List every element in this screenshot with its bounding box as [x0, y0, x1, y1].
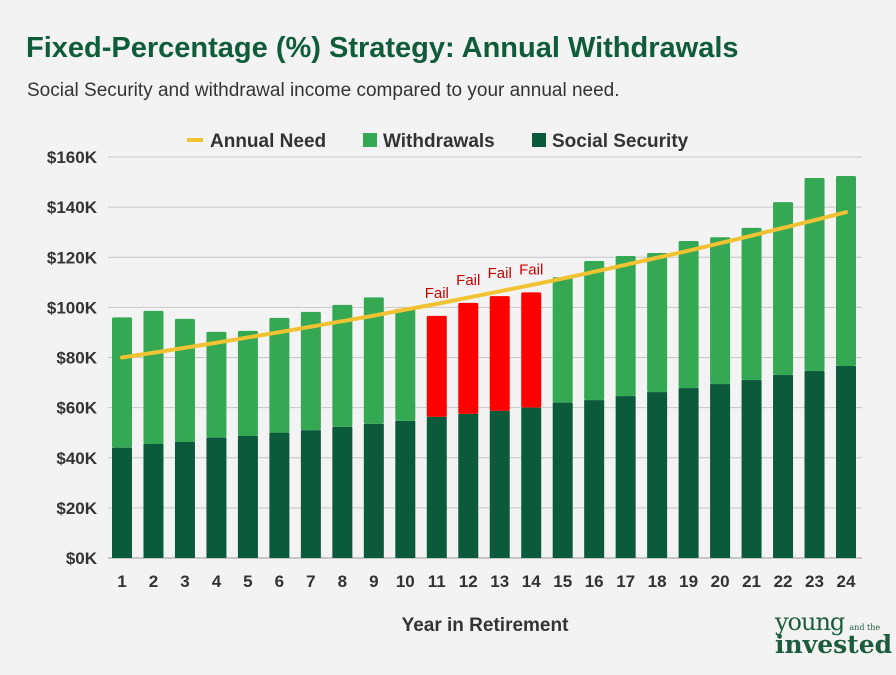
x-tick-label: 12: [459, 572, 478, 591]
bar-withdrawals: [804, 178, 825, 372]
annual-need-line: [120, 210, 848, 360]
chart-subtitle: Social Security and withdrawal income co…: [27, 80, 620, 101]
fail-annotation: Fail: [519, 261, 543, 278]
bar-social-security: [395, 420, 416, 558]
fail-annotation: Fail: [488, 265, 512, 282]
x-tick-label: 19: [679, 572, 698, 591]
y-tick-label: $40K: [56, 449, 97, 468]
bar-withdrawals: [237, 330, 258, 436]
chart-title: Fixed-Percentage (%) Strategy: Annual Wi…: [26, 32, 739, 64]
bar-social-security: [237, 435, 258, 558]
bar-social-security: [300, 430, 321, 558]
legend-swatch-social-security: [532, 133, 546, 147]
x-tick-label: 5: [243, 572, 252, 591]
bar-withdrawals: [584, 261, 605, 401]
bar-withdrawals: [332, 304, 353, 427]
bar-withdrawals: [741, 227, 762, 381]
y-tick-label: $80K: [56, 349, 97, 368]
x-tick-label: 24: [837, 572, 856, 591]
legend-label-withdrawals: Withdrawals: [383, 131, 495, 152]
logo-text-and-the: and the: [849, 623, 881, 632]
x-tick-label: 16: [585, 572, 604, 591]
bar-withdrawals: [426, 315, 447, 417]
bar-social-security: [489, 410, 510, 558]
legend-swatch-withdrawals: [363, 133, 377, 147]
bar-social-security: [112, 447, 132, 558]
x-tick-label: 7: [306, 572, 315, 591]
x-tick-label: 11: [428, 572, 446, 591]
x-tick-label: 1: [117, 572, 126, 591]
fail-annotation: Fail: [456, 272, 480, 289]
bar-social-security: [647, 392, 668, 558]
logo-text-invested: invested: [775, 629, 893, 659]
bar-withdrawals: [552, 277, 573, 403]
y-tick-label: $0K: [66, 549, 98, 568]
bar-social-security: [678, 388, 699, 558]
x-tick-label: 3: [180, 572, 189, 591]
bar-withdrawals: [395, 308, 416, 421]
bar-social-security: [363, 423, 384, 558]
bar-withdrawals: [143, 310, 164, 444]
x-tick-label: 17: [616, 572, 635, 591]
bar-withdrawals: [773, 202, 794, 376]
y-tick-label: $100K: [47, 298, 98, 317]
bar-withdrawals: [112, 317, 132, 448]
bar-social-security: [458, 413, 479, 558]
bar-social-security: [804, 371, 825, 558]
brand-logo: young and the invested: [775, 610, 893, 659]
bar-social-security: [584, 400, 605, 558]
bar-withdrawals: [710, 237, 731, 385]
x-tick-label: 20: [711, 572, 730, 591]
bar-social-security: [269, 432, 290, 558]
bar-withdrawals: [458, 302, 479, 414]
x-tick-label: 15: [553, 572, 572, 591]
x-tick-label: 8: [338, 572, 347, 591]
x-tick-label: 4: [212, 572, 222, 591]
bar-withdrawals: [300, 311, 321, 431]
bar-social-security: [206, 437, 227, 558]
x-tick-label: 21: [742, 572, 761, 591]
x-tick-label: 6: [275, 572, 284, 591]
x-tick-label: 23: [805, 572, 824, 591]
y-tick-label: $20K: [56, 499, 97, 518]
bar-social-security: [521, 407, 542, 558]
bar-withdrawals: [836, 176, 856, 367]
bar-withdrawals: [521, 292, 542, 408]
x-tick-label: 2: [149, 572, 158, 591]
y-tick-label: $160K: [47, 148, 98, 167]
bar-social-security: [741, 380, 762, 558]
x-tick-label: 13: [490, 572, 509, 591]
bar-social-security: [174, 441, 195, 558]
bar-withdrawals: [647, 252, 668, 393]
bar-social-security: [143, 443, 164, 558]
x-tick-label: 22: [774, 572, 793, 591]
y-tick-label: $140K: [47, 198, 98, 217]
bar-social-security: [332, 426, 353, 558]
y-tick-label: $60K: [56, 399, 97, 418]
bar-withdrawals: [615, 255, 636, 397]
bar-withdrawals: [678, 240, 699, 389]
x-tick-label: 10: [396, 572, 415, 591]
y-tick-label: $120K: [47, 248, 98, 267]
legend-label-annual-need: Annual Need: [210, 131, 326, 152]
bar-social-security: [552, 402, 573, 558]
bar-withdrawals: [363, 297, 384, 424]
bar-withdrawals: [174, 318, 195, 442]
x-axis-label: Year in Retirement: [402, 615, 570, 636]
legend-label-social-security: Social Security: [552, 131, 689, 152]
logo-text-young: young: [775, 608, 845, 636]
x-tick-label: 14: [522, 572, 541, 591]
x-tick-label: 9: [369, 572, 378, 591]
bar-social-security: [836, 366, 856, 558]
bar-social-security: [710, 384, 731, 558]
fail-annotation: Fail: [425, 285, 449, 302]
bar-social-security: [426, 416, 447, 558]
bar-withdrawals: [269, 317, 290, 433]
bar-withdrawals: [206, 331, 227, 438]
x-tick-label: 18: [648, 572, 667, 591]
bar-social-security: [773, 375, 794, 558]
bar-social-security: [615, 396, 636, 558]
bar-withdrawals: [489, 296, 510, 411]
